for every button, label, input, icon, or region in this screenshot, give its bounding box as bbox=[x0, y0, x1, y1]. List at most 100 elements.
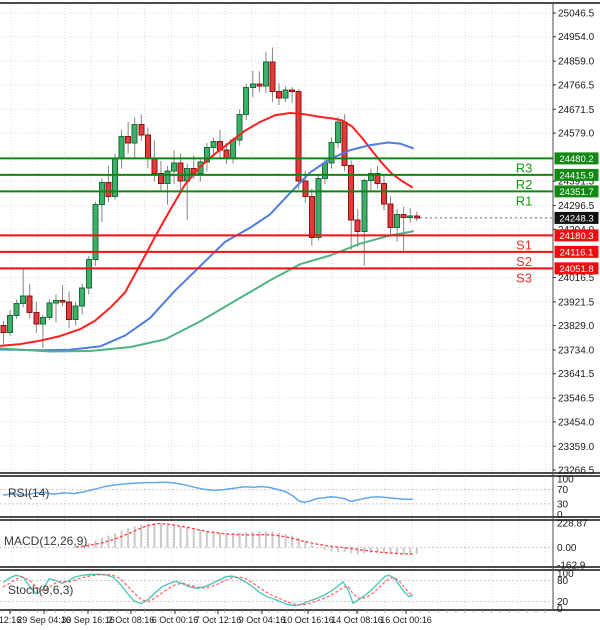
candle-bullish bbox=[335, 121, 342, 144]
price-axis-label: 24391.5 bbox=[558, 177, 595, 188]
support-s3-badge bbox=[554, 262, 599, 275]
candle-bearish bbox=[151, 157, 158, 174]
candle-bearish bbox=[374, 172, 381, 185]
ma-fast-red bbox=[0, 112, 413, 347]
candle-bearish bbox=[66, 301, 73, 321]
support-label-s1: S1 bbox=[516, 237, 532, 252]
candle-bullish bbox=[85, 259, 92, 289]
candle-bearish bbox=[413, 215, 420, 219]
support-s3-badge-text: 24051.8 bbox=[559, 264, 593, 275]
candle-bearish bbox=[26, 295, 33, 313]
resistance-label-r1: R1 bbox=[516, 193, 533, 208]
candle-bearish bbox=[125, 135, 132, 144]
indicator-axis-label: 228.87 bbox=[557, 519, 588, 530]
candle-bullish bbox=[164, 170, 171, 185]
candle-bearish bbox=[348, 165, 355, 221]
price-axis-label: 23359.0 bbox=[558, 442, 595, 453]
resistance-r2-badge bbox=[554, 168, 599, 181]
support-s1-badge bbox=[554, 229, 599, 242]
indicator-axis-label: 20 bbox=[557, 597, 569, 608]
candle-bullish bbox=[367, 172, 374, 182]
candle-bullish bbox=[249, 83, 256, 89]
price-axis-label: 25046.5 bbox=[558, 9, 595, 20]
indicator-axis-label: 100 bbox=[557, 569, 574, 580]
macd-label: MACD(12,26,9) bbox=[4, 534, 88, 548]
stoch-k-line bbox=[2, 573, 414, 607]
time-axis-label: 16 Oct 00:16 bbox=[380, 615, 432, 625]
time-axis-label: 29 Sep 04:16 bbox=[17, 615, 71, 625]
candle-bullish bbox=[361, 180, 368, 232]
candle-bullish bbox=[131, 124, 138, 144]
candle-bullish bbox=[171, 162, 178, 172]
time-axis-label: 30 Sep 16:16 bbox=[61, 615, 115, 625]
macd-signal-line bbox=[75, 522, 414, 555]
candle-bearish bbox=[308, 195, 315, 239]
candle-bearish bbox=[295, 91, 302, 182]
candle-bullish bbox=[243, 87, 250, 115]
candle-bullish bbox=[210, 140, 217, 149]
support-s2-badge bbox=[554, 245, 599, 258]
price-axis-label: 23266.5 bbox=[558, 466, 595, 477]
candle-bearish bbox=[354, 219, 361, 232]
price-axis-label: 24579.0 bbox=[558, 129, 595, 140]
candle-bullish bbox=[39, 317, 46, 325]
candle-bearish bbox=[400, 213, 407, 218]
candle-bearish bbox=[289, 89, 296, 93]
candle-bearish bbox=[33, 311, 40, 325]
time-axis-label: 9 Oct 04:16 bbox=[239, 615, 286, 625]
indicator-axis-label: 70 bbox=[557, 485, 569, 496]
price-axis-label: 23546.5 bbox=[558, 394, 595, 405]
resistance-label-r2: R2 bbox=[516, 177, 533, 192]
candle-bullish bbox=[407, 215, 414, 218]
candle-bullish bbox=[20, 295, 27, 305]
price-axis-label: 24859.0 bbox=[558, 57, 595, 68]
support-s2-badge-text: 24116.1 bbox=[560, 247, 594, 258]
indicator-axis-label: 80 bbox=[557, 576, 569, 587]
support-label-s2: S2 bbox=[516, 254, 532, 269]
candle-bullish bbox=[262, 61, 269, 87]
price-axis-label: 23829.0 bbox=[558, 321, 595, 332]
time-axis-label: 2 Oct 08:16 bbox=[108, 615, 155, 625]
stoch-label: Stoch(9,6,3) bbox=[8, 583, 74, 597]
indicator-axis-label: 30 bbox=[557, 499, 569, 510]
candle-bullish bbox=[321, 162, 328, 179]
time-axis-label: 12:16 bbox=[0, 615, 21, 625]
price-axis-label: 24671.5 bbox=[558, 105, 595, 116]
ma-mid-blue bbox=[0, 141, 414, 352]
resistance-r2-badge-text: 24415.9 bbox=[559, 170, 593, 181]
candle-bullish bbox=[118, 135, 125, 159]
support-s1-badge-text: 24180.3 bbox=[559, 231, 593, 242]
price-axis-label: 24016.5 bbox=[558, 273, 595, 284]
price-axis-label: 24954.0 bbox=[558, 32, 595, 43]
current-price-badge-text: 24248.3 bbox=[559, 213, 593, 224]
candle-bullish bbox=[7, 315, 14, 334]
price-axis-label: 23454.0 bbox=[558, 417, 595, 428]
candle-bullish bbox=[46, 302, 53, 319]
price-axis-label: 24766.5 bbox=[558, 80, 595, 91]
candle-bearish bbox=[269, 61, 276, 93]
price-axis-label: 23641.5 bbox=[558, 369, 595, 380]
price-axis-label: 23921.5 bbox=[558, 297, 595, 308]
resistance-r3-badge bbox=[554, 152, 599, 165]
candle-bullish bbox=[98, 182, 105, 206]
stoch-d-line bbox=[2, 573, 414, 606]
rsi-label: RSI(14) bbox=[8, 486, 50, 500]
resistance-r3-badge-text: 24480.2 bbox=[559, 154, 593, 165]
candle-bullish bbox=[92, 204, 99, 261]
candle-bearish bbox=[387, 203, 394, 228]
candle-bearish bbox=[256, 83, 263, 87]
support-label-s3: S3 bbox=[516, 270, 532, 285]
candle-bullish bbox=[236, 113, 243, 141]
resistance-r1-badge-text: 24351.7 bbox=[559, 187, 593, 198]
resistance-r1-badge bbox=[554, 185, 599, 198]
indicator-axis-label: 0.00 bbox=[557, 543, 577, 554]
indicator-axis-label: 100 bbox=[557, 475, 574, 486]
candle-bearish bbox=[276, 91, 283, 99]
candle-bearish bbox=[157, 172, 164, 185]
current-price-badge bbox=[554, 211, 599, 224]
candle-bearish bbox=[105, 182, 112, 197]
indicator-axis-label: -162.9 bbox=[557, 560, 586, 571]
candle-bullish bbox=[328, 142, 335, 164]
